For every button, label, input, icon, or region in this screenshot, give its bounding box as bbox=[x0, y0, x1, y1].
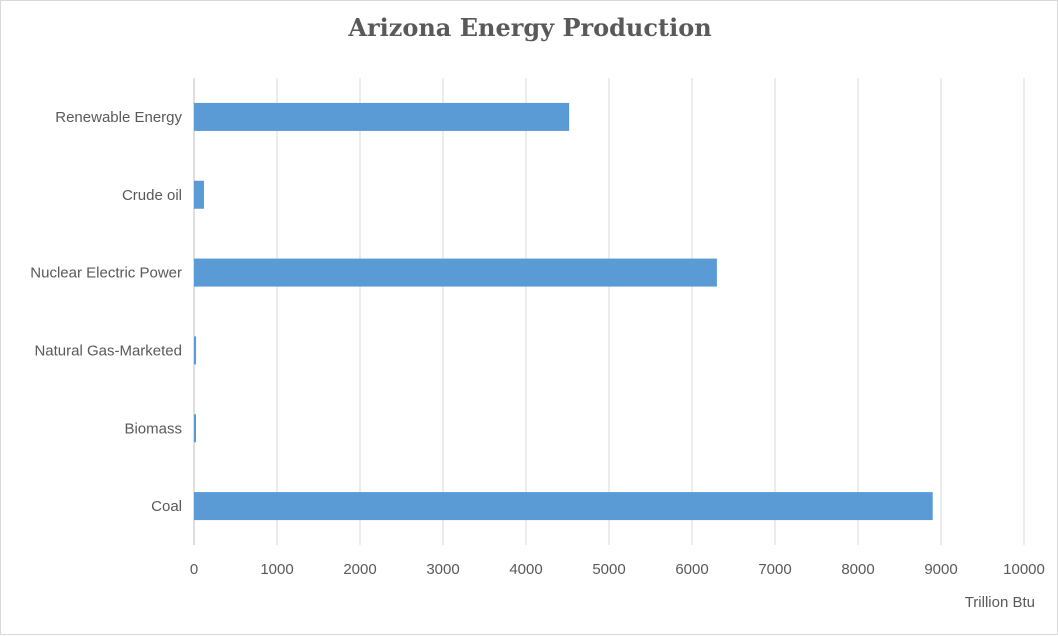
chart-title: Arizona Energy Production bbox=[348, 13, 712, 42]
bar bbox=[194, 336, 197, 365]
x-tick-label: 2000 bbox=[343, 561, 376, 578]
x-axis-title: Trillion Btu bbox=[965, 594, 1035, 611]
x-tick-label: 10000 bbox=[1003, 561, 1045, 578]
x-tick-label: 9000 bbox=[924, 561, 957, 578]
category-label: Renewable Energy bbox=[55, 109, 182, 126]
bar bbox=[194, 102, 570, 131]
x-tick-label: 0 bbox=[190, 561, 198, 578]
bar bbox=[194, 492, 933, 521]
category-label: Biomass bbox=[124, 420, 182, 437]
x-tick-label: 3000 bbox=[426, 561, 459, 578]
category-label: Nuclear Electric Power bbox=[30, 265, 182, 282]
bar bbox=[194, 258, 717, 287]
x-tick-label: 1000 bbox=[260, 561, 293, 578]
category-label: Natural Gas-Marketed bbox=[34, 342, 182, 359]
bar bbox=[194, 414, 196, 443]
x-tick-label: 6000 bbox=[675, 561, 708, 578]
x-tick-label: 5000 bbox=[592, 561, 625, 578]
x-tick-label: 7000 bbox=[758, 561, 791, 578]
category-label: Coal bbox=[151, 498, 182, 515]
x-tick-label: 4000 bbox=[509, 561, 542, 578]
x-tick-label: 8000 bbox=[841, 561, 874, 578]
bar bbox=[194, 180, 204, 209]
category-label: Crude oil bbox=[122, 187, 182, 204]
